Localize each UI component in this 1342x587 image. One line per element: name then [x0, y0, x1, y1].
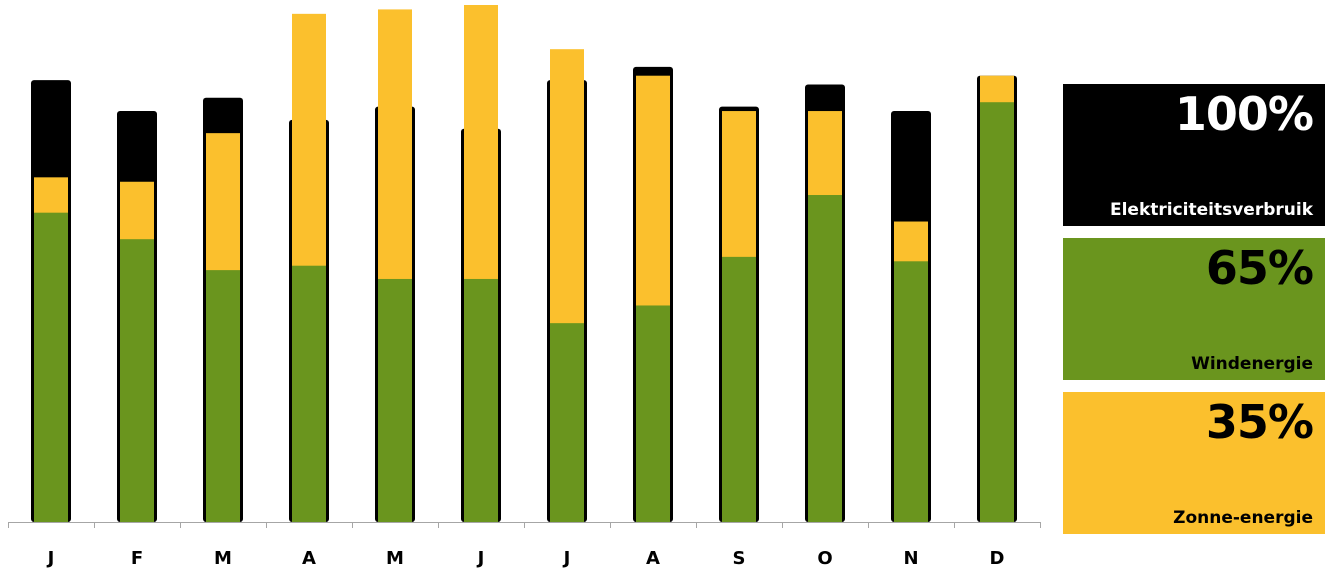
bar-wind: [120, 239, 154, 522]
bar-group-10: [805, 84, 845, 523]
bar-group-12: [977, 75, 1017, 522]
bar-wind: [292, 265, 326, 522]
x-tick-label: M: [386, 548, 404, 569]
bar-wind: [34, 212, 68, 522]
x-tick-label: D: [990, 548, 1005, 569]
x-tick-label: M: [214, 548, 232, 569]
bar-wind: [980, 102, 1014, 522]
legend-wind: 65% Windenergie: [1063, 238, 1325, 380]
x-tick-label: A: [302, 548, 316, 569]
legend-total-label: Elektriciteitsverbruik: [1109, 200, 1313, 220]
legend-wind-value: 65%: [1205, 241, 1314, 295]
bar-group-11: [891, 111, 931, 523]
x-tick-label: N: [903, 548, 918, 569]
bar-wind: [378, 278, 412, 522]
bar-group-3: [203, 97, 243, 523]
x-tick-label: J: [46, 548, 55, 569]
bar-group-6: [461, 5, 501, 522]
bar-wind: [206, 270, 240, 522]
x-tick-label: F: [131, 548, 143, 569]
bar-wind: [464, 278, 498, 522]
bar-wind: [636, 305, 670, 522]
legend-solar: 35% Zonne-energie: [1063, 392, 1325, 534]
bar-group-8: [633, 66, 673, 522]
x-tick-label: J: [476, 548, 485, 569]
bar-group-7: [547, 49, 587, 522]
bar-wind: [808, 195, 842, 522]
x-tick-label: A: [646, 548, 660, 569]
legend-wind-label: Windenergie: [1191, 354, 1313, 374]
x-tick-label: S: [733, 548, 746, 569]
bar-group-5: [375, 9, 415, 522]
x-tick-label: O: [817, 548, 832, 569]
bar-group-1: [31, 80, 71, 523]
legend-total-value: 100%: [1174, 87, 1314, 141]
bar-wind: [894, 261, 928, 522]
bars-layer: [31, 5, 1017, 523]
x-tick-label: J: [562, 548, 571, 569]
bar-group-9: [719, 106, 759, 523]
bar-wind: [550, 323, 584, 522]
legend-total: 100% Elektriciteitsverbruik: [1063, 84, 1325, 226]
bar-group-2: [117, 111, 157, 523]
bar-wind: [722, 256, 756, 522]
legend-solar-value: 35%: [1205, 395, 1314, 449]
legend-solar-label: Zonne-energie: [1173, 508, 1313, 528]
bar-group-4: [289, 13, 329, 522]
